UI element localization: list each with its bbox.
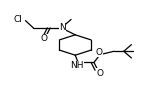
Text: O: O	[40, 34, 47, 43]
Text: NH: NH	[70, 61, 83, 70]
Text: O: O	[96, 69, 103, 78]
Text: N: N	[59, 23, 66, 32]
Text: Cl: Cl	[13, 15, 22, 24]
Text: O: O	[96, 48, 103, 57]
